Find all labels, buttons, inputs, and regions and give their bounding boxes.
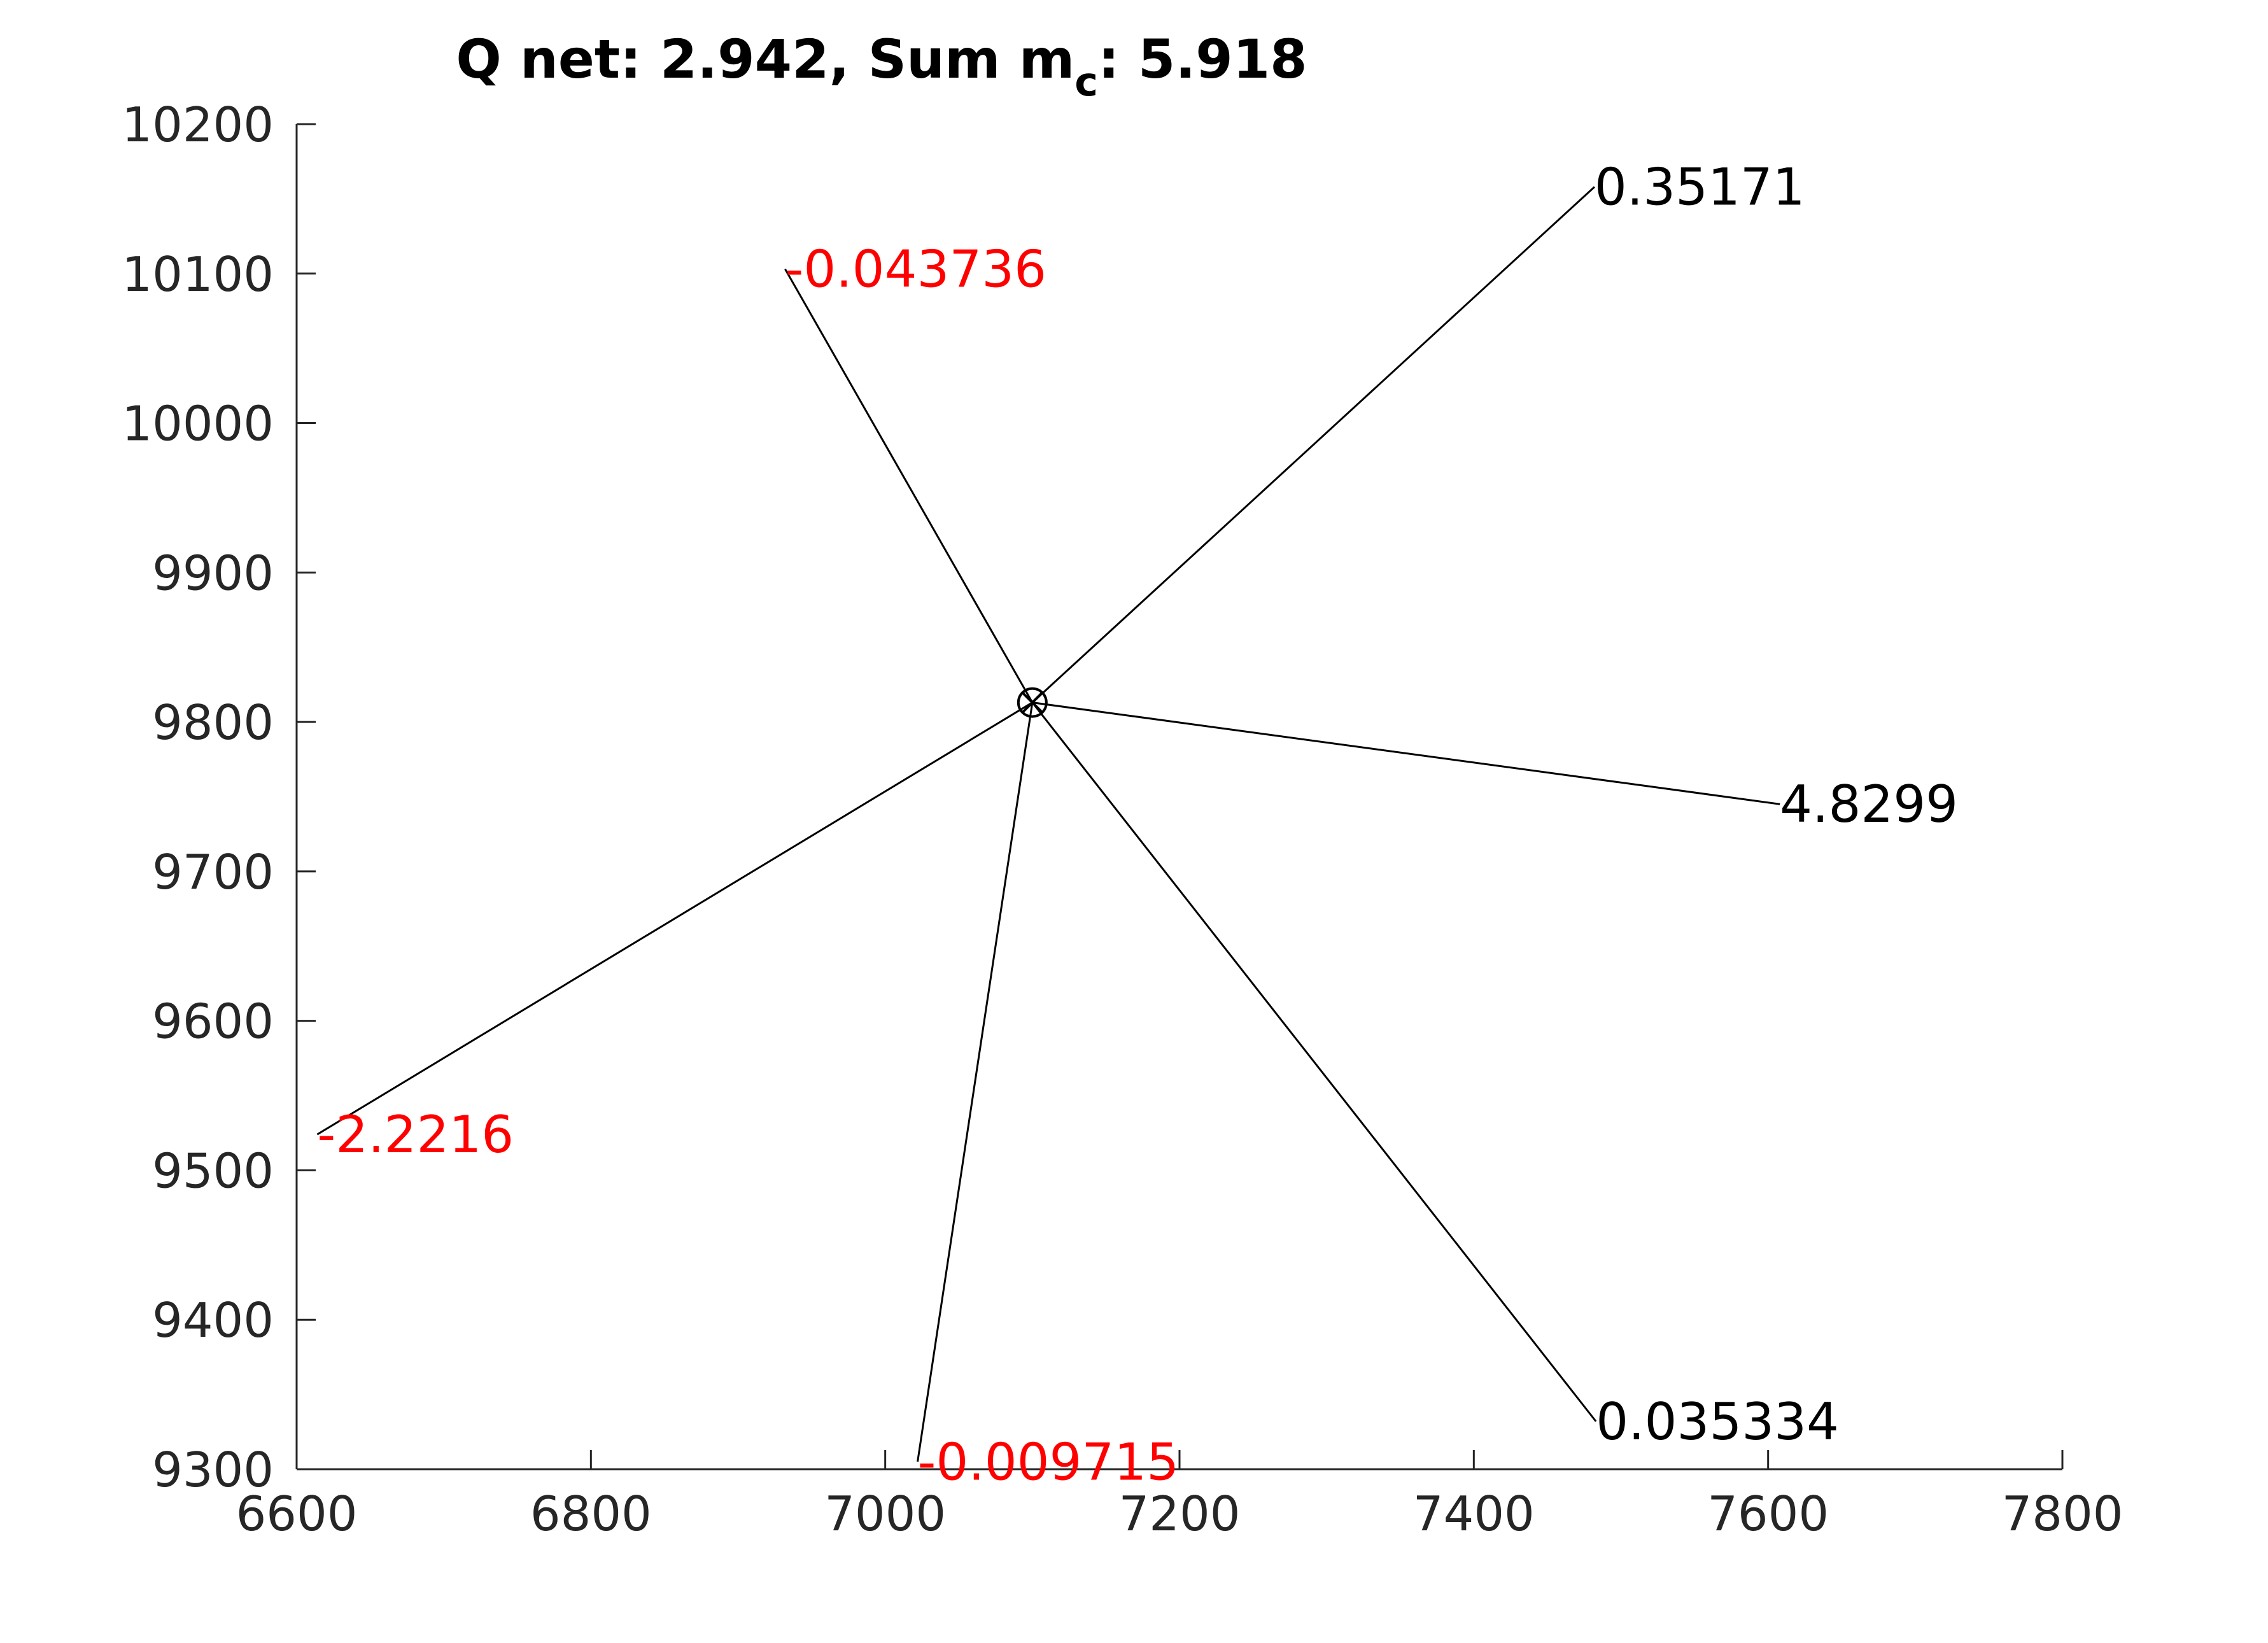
ray-line — [316, 702, 1033, 1136]
point-labels: 0.35171 -0.043736 4.8299 -2.2216 0.035334 -0.… — [317, 158, 1958, 1492]
chart-title-suffix: : 5.918 — [1098, 28, 1307, 90]
y-tick-label: 9300 — [152, 1442, 274, 1498]
point-label: 4.8299 — [1780, 775, 1958, 834]
center-cross-line — [1021, 691, 1043, 714]
y-tick-label: 9900 — [152, 545, 274, 601]
chart-title-subscript: c — [1074, 59, 1098, 105]
x-tick-label: 7200 — [1119, 1486, 1241, 1542]
point-label: -0.043736 — [785, 240, 1046, 299]
x-tick-label: 7000 — [824, 1486, 946, 1542]
chart-title: Q net: 2.942, Sum mc: 5.918 — [456, 28, 1307, 105]
x-tick-label: 6800 — [530, 1486, 652, 1542]
y-tick-label: 10200 — [122, 97, 274, 153]
ray-line — [917, 702, 1034, 1462]
center-marker-group — [1017, 687, 1048, 718]
y-tick-label: 10000 — [122, 396, 274, 452]
point-label: -2.2216 — [317, 1105, 514, 1164]
x-tick-label: 6600 — [236, 1486, 358, 1542]
y-tick-label: 9400 — [152, 1292, 274, 1348]
ray-line — [1031, 702, 1597, 1422]
axes: 6600 6800 7000 7200 7400 7600 7800 9300 9400 9500… — [122, 97, 2123, 1542]
x-tick-label: 7600 — [1707, 1486, 1829, 1542]
point-label: -0.009715 — [918, 1432, 1180, 1491]
x-tick-label: 7400 — [1413, 1486, 1535, 1542]
y-tick-label: 10100 — [122, 246, 274, 302]
point-label: 0.035334 — [1596, 1392, 1839, 1451]
x-tick-label: 7800 — [2002, 1486, 2124, 1542]
y-tick-label: 9700 — [152, 844, 274, 900]
center-circle-marker — [1017, 687, 1048, 718]
point-label: 0.35171 — [1595, 158, 1805, 217]
ray-line — [1031, 186, 1595, 703]
ray-line — [1032, 702, 1780, 805]
y-tick-label: 9800 — [152, 695, 274, 751]
y-tick-label: 9600 — [152, 994, 274, 1050]
rays — [316, 186, 1780, 1462]
ray-line — [784, 268, 1034, 703]
y-tick-label: 9500 — [152, 1143, 274, 1199]
chart-title-prefix: Q net: 2.942, Sum m — [456, 28, 1074, 90]
